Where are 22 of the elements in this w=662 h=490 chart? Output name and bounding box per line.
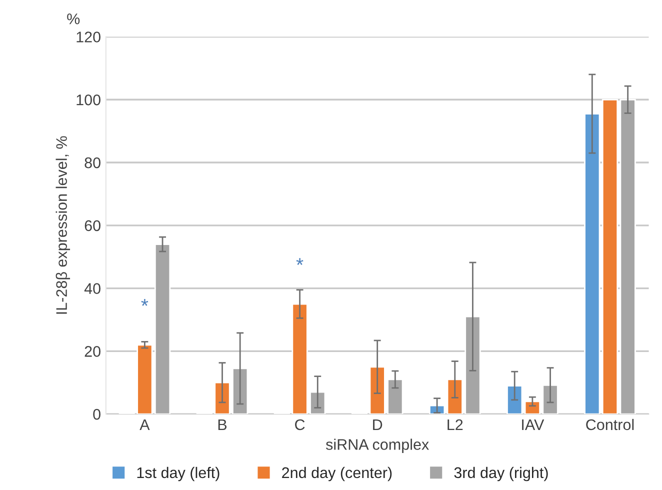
y-tick-label: 100 <box>76 94 100 106</box>
annotation: * <box>296 258 304 265</box>
y-tick-label: 20 <box>84 346 100 357</box>
x-axis-title: siRNA complex <box>326 438 429 453</box>
y-tick-label: 60 <box>84 220 100 232</box>
legend-label: 1st day (left) <box>137 466 220 482</box>
x-tick-label: A <box>140 419 150 430</box>
x-tick-label: B <box>218 419 227 430</box>
text: % <box>67 14 80 24</box>
x-tick-label: D <box>373 419 382 430</box>
x-tick-label: IAV <box>522 419 544 430</box>
y-tick-label: 0 <box>93 408 100 420</box>
y-tick-label: 120 <box>76 32 100 42</box>
legend-label: 3rd day (right) <box>454 466 548 482</box>
x-tick-label: C <box>295 419 305 430</box>
x-tick-label: Control <box>586 418 634 430</box>
annotation: * <box>141 299 148 306</box>
y-tick-label: 80 <box>84 157 100 168</box>
y-axis-title: IL-28β expression level, % <box>56 136 70 314</box>
x-tick-label: L2 <box>448 419 463 430</box>
y-tick-label: 40 <box>84 283 100 294</box>
legend-label: 2nd day (center) <box>282 466 392 482</box>
